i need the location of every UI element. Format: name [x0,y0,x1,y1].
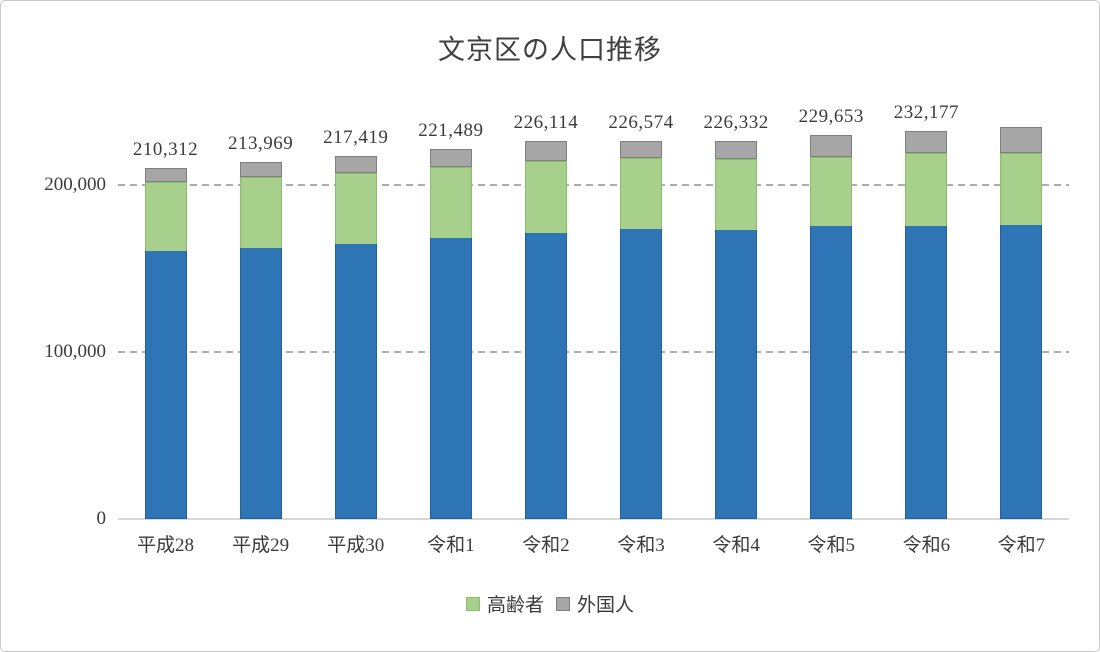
x-axis-category-label: 令和3 [617,535,665,556]
bar-segment-elderly [429,167,472,239]
legend-item-外国人: 外国人 [556,590,634,617]
bar-segment-elderly [1000,153,1043,226]
bar-令和7 [1000,126,1043,519]
legend-item-高齢者: 高齢者 [465,590,544,617]
bar-segment-elderly [620,158,663,230]
bar-total-label: 232,177 [893,102,959,124]
x-axis-category-label: 令和4 [712,535,760,556]
x-axis-line [118,518,1069,520]
bar-segment-foreign [620,140,663,159]
bar-segment-base [144,251,187,519]
bar-segment-foreign [429,149,472,168]
bar-segment-foreign [905,131,948,153]
bar-segment-base [810,226,853,519]
x-axis-category-label: 令和5 [807,535,856,556]
bar-segment-base [1000,225,1043,519]
bar-平成30 [334,155,377,519]
bar-total-label: 210,312 [132,138,199,160]
bar-segment-elderly [810,157,853,227]
bar-segment-base [905,225,948,519]
bar-segment-elderly [524,161,567,234]
bar-平成29 [239,161,282,519]
y-axis-tick-label: 0 [96,508,107,529]
x-axis-category-label: 平成30 [327,535,385,556]
bar-平成28 [144,167,187,519]
bar-segment-elderly [715,159,758,230]
bar-segment-foreign [144,167,187,182]
bar-segment-foreign [715,141,758,160]
y-axis-tick-label: 200,000 [44,174,106,195]
bar-segment-base [239,247,282,519]
bar-令和6 [905,131,948,519]
bar-segment-elderly [144,181,187,252]
x-axis-category-label: 平成29 [232,535,290,556]
legend: 高齢者 外国人 [1,590,1099,617]
y-axis-tick-label: 100,000 [44,341,106,362]
bar-segment-base [524,233,567,519]
bar-segment-elderly [905,152,948,226]
bar-segment-foreign [239,161,282,177]
bar-segment-base [334,244,377,519]
legend-swatch [465,596,480,611]
bar-total-label: 226,114 [513,112,579,134]
x-axis-category-label: 令和6 [902,535,951,556]
bar-令和2 [524,141,567,519]
bar-令和5 [810,135,853,519]
bar-segment-foreign [810,135,853,158]
x-axis-category-label: 令和7 [997,535,1046,556]
bar-segment-base [715,229,758,519]
bar-total-label: 221,489 [418,120,484,142]
chart-title: 文京区の人口推移 [438,35,662,65]
x-axis-category-label: 平成28 [137,535,195,556]
bar-segment-elderly [334,173,377,245]
bar-segment-base [429,238,472,519]
bar-total-label: 213,969 [228,132,294,154]
bar-segment-foreign [334,155,377,174]
bar-segment-foreign [1000,126,1043,154]
x-axis-category-label: 令和1 [427,535,475,556]
bar-令和1 [429,149,472,519]
legend-label: 高齢者 [486,595,544,616]
bar-segment-base [620,229,663,519]
bar-total-label: 217,419 [323,126,389,148]
bar-令和3 [620,140,663,519]
bar-total-label: 226,574 [608,111,674,133]
bar-segment-foreign [524,141,567,162]
bar-total-label: 226,332 [703,112,769,134]
legend-swatch [556,596,570,611]
legend-label: 外国人 [577,595,635,616]
gridline-100000 [118,351,1069,353]
gridline-200000 [118,184,1069,186]
bar-total-label: 229,653 [798,106,864,128]
bar-令和4 [715,141,758,519]
bar-segment-elderly [239,176,282,248]
x-axis-category-label: 令和2 [522,535,570,556]
